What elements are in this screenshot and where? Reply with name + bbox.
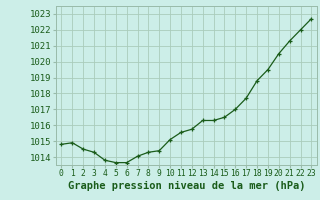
X-axis label: Graphe pression niveau de la mer (hPa): Graphe pression niveau de la mer (hPa) [68,181,305,191]
